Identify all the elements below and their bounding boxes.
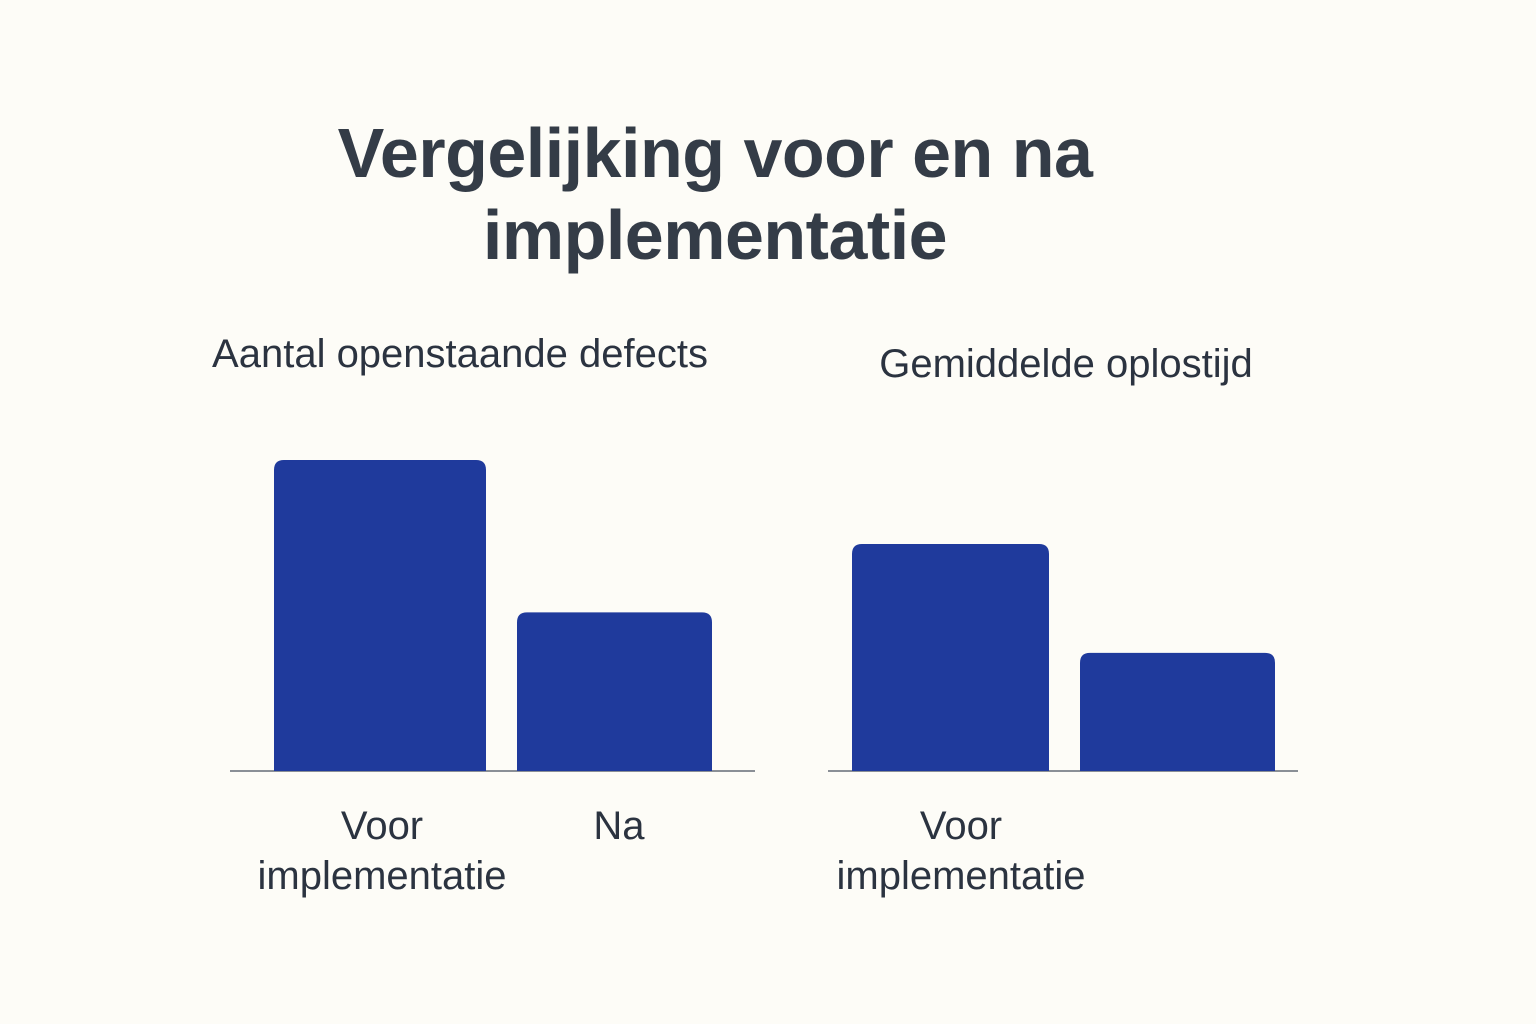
x-tick-label: implementatie xyxy=(836,854,1085,898)
bar-after xyxy=(517,612,712,771)
page-title: Vergelijking voor en na implementatie xyxy=(337,114,1093,274)
chart-open-defects-svg: Voor implementatie Na xyxy=(230,460,755,898)
x-tick-label: implementatie xyxy=(257,854,506,898)
chart-open-defects: Aantal openstaande defects Voor implement… xyxy=(212,330,760,930)
bar-before xyxy=(852,543,1049,771)
chart-avg-resolution-time: Gemiddelde oplostijd Voor implementatie xyxy=(820,330,1305,930)
x-tick-label: Na xyxy=(593,804,645,848)
chart-avg-resolution-time-svg: Voor implementatie xyxy=(828,543,1298,898)
bar-before xyxy=(274,460,486,771)
x-tick-label: Voor xyxy=(920,804,1002,848)
x-tick-label: Voor xyxy=(341,804,423,848)
bar-after xyxy=(1080,652,1275,771)
chart-title: Aantal openstaande defects xyxy=(212,332,708,376)
chart-title: Gemiddelde oplostijd xyxy=(879,342,1253,386)
